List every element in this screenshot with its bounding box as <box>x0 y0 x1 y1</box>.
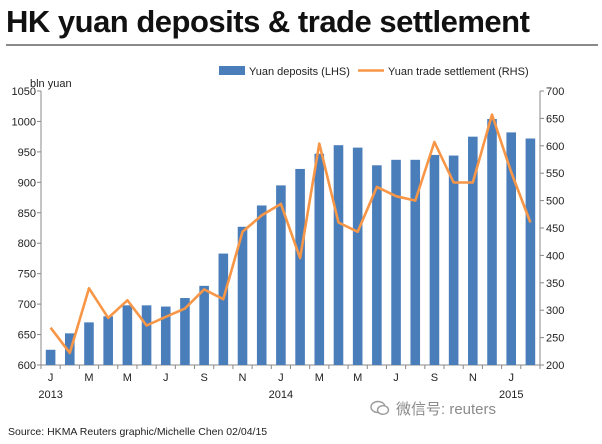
x-year-label: 2014 <box>269 389 293 401</box>
x-tick-label: J <box>508 372 514 384</box>
deposit-bar <box>391 159 401 365</box>
left-tick-label: 800 <box>18 238 36 250</box>
units-label: bln yuan <box>30 78 72 90</box>
right-tick-label: 700 <box>546 86 564 98</box>
right-tick-label: 350 <box>546 278 564 290</box>
deposit-bar <box>352 147 363 365</box>
left-tick-label: 900 <box>18 177 36 189</box>
right-tick-label: 250 <box>546 333 564 345</box>
right-tick-label: 600 <box>546 141 564 153</box>
deposit-bar <box>122 305 133 365</box>
deposit-bar <box>372 165 382 365</box>
left-tick-label: 750 <box>18 269 36 281</box>
left-tick-label: 700 <box>18 299 36 311</box>
deposit-bar <box>141 305 152 365</box>
x-year-label: 2015 <box>499 389 523 401</box>
right-tick-label: 200 <box>546 360 564 372</box>
left-tick-label: 950 <box>18 147 36 159</box>
left-tick-label: 1050 <box>12 86 36 98</box>
right-tick-label: 500 <box>546 196 564 208</box>
deposit-bar <box>314 153 325 365</box>
chart-title: HK yuan deposits & trade settlement <box>6 4 530 39</box>
deposit-bar <box>468 136 478 365</box>
axes: 600 650 700 750 800 850 900 950 1000 1050 200 250 30… <box>12 78 565 401</box>
deposit-bar <box>180 298 190 365</box>
deposit-bar <box>410 159 421 365</box>
legend: Yuan deposits (LHS) Yuan trade settlement… <box>219 66 529 78</box>
x-tick-label: N <box>239 372 247 384</box>
x-tick-label: J <box>393 372 399 384</box>
right-tick-label: 450 <box>546 223 564 235</box>
title-rule <box>6 44 598 46</box>
legend-label-trade: Yuan trade settlement (RHS) <box>388 66 529 78</box>
deposit-bar <box>256 205 267 365</box>
wechat-icon <box>370 400 390 416</box>
x-tick-label: J <box>163 372 169 384</box>
x-tick-label: M <box>123 372 132 384</box>
watermark-text: 微信号: reuters <box>396 401 497 418</box>
legend-swatch-deposits <box>219 66 245 75</box>
deposit-bar <box>333 145 344 365</box>
deposit-bar <box>295 168 305 365</box>
right-tick-label: 400 <box>546 250 564 262</box>
right-tick-label: 650 <box>546 113 564 125</box>
x-tick-label: J <box>278 372 284 384</box>
deposit-bar <box>429 154 440 365</box>
left-tick-label: 600 <box>18 360 36 372</box>
line-series <box>49 113 532 355</box>
watermark: 微信号: reuters <box>370 398 496 419</box>
source-note: Source: HKMA Reuters graphic/Michelle Ch… <box>8 426 268 438</box>
deposit-bar <box>237 226 248 365</box>
trade-settlement-line <box>49 113 532 355</box>
deposit-bar <box>276 185 286 365</box>
left-tick-label: 850 <box>18 208 36 220</box>
x-tick-label: M <box>353 372 362 384</box>
x-tick-label: M <box>84 372 93 384</box>
x-tick-label: S <box>431 372 438 384</box>
legend-label-deposits: Yuan deposits (LHS) <box>249 66 350 78</box>
bars-series <box>45 119 536 366</box>
deposit-bar <box>448 155 459 365</box>
deposit-bar <box>218 253 229 365</box>
x-tick-label: J <box>48 372 54 384</box>
deposit-bar <box>160 306 171 365</box>
deposit-bar <box>506 132 517 365</box>
x-year-label: 2013 <box>38 389 62 401</box>
deposit-bar <box>103 316 113 365</box>
right-tick-label: 300 <box>546 305 564 317</box>
left-tick-label: 1000 <box>12 116 36 128</box>
deposit-bar <box>84 322 94 365</box>
deposit-bar <box>525 138 536 365</box>
left-tick-label: 650 <box>18 330 36 342</box>
right-tick-label: 550 <box>546 168 564 180</box>
deposit-bar <box>45 349 56 365</box>
x-tick-label: S <box>200 372 207 384</box>
x-tick-label: N <box>469 372 477 384</box>
deposit-bar <box>487 119 497 366</box>
x-tick-label: M <box>315 372 324 384</box>
deposit-bar <box>199 285 209 365</box>
